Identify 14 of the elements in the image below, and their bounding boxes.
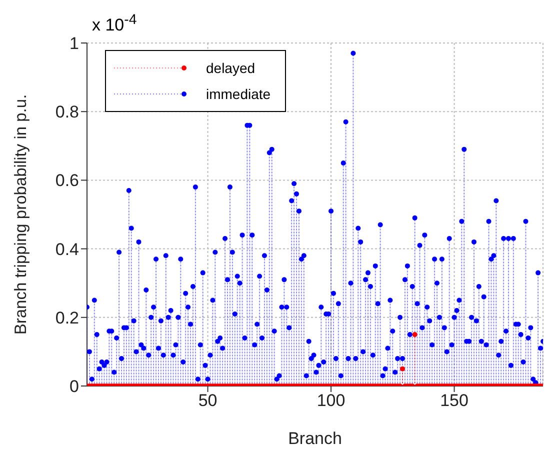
y-tick-label: 0.6 [55, 171, 79, 190]
y-tick-label: 0.4 [55, 240, 79, 259]
y-tick-label: 0.2 [55, 308, 79, 328]
x-tick-label: 50 [198, 391, 218, 410]
y-tick-label: 1 [70, 34, 79, 54]
y-tick-label: 0.8 [55, 102, 79, 122]
x-axis-title: Branch [288, 429, 342, 448]
x-tick-label: 150 [440, 391, 468, 410]
legend-label: delayed [206, 60, 256, 76]
y-tick-label: 0 [70, 377, 79, 396]
y-axis-title: Branch tripping probability in p.u. [12, 94, 30, 335]
legend-label: immediate [206, 86, 271, 102]
text: x 10$^{-4}$ [92, 12, 137, 36]
x-tick-label: 100 [316, 391, 346, 410]
